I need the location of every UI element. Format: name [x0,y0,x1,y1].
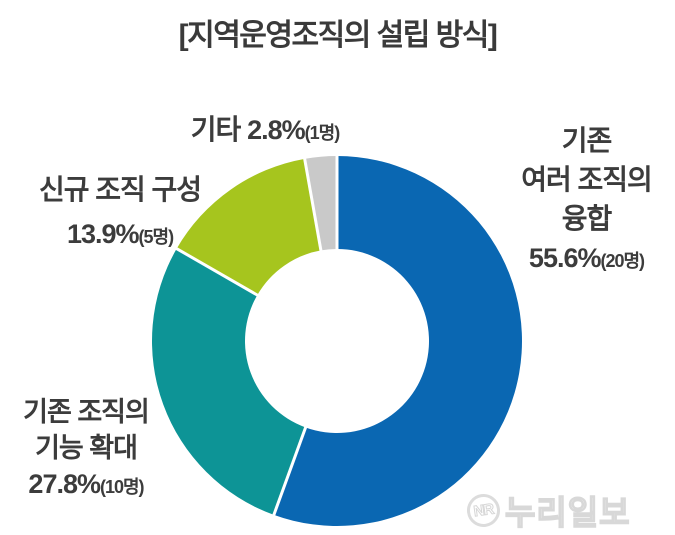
donut-segment-0 [273,156,522,526]
count-value: (1명) [304,123,341,143]
label-etc-name: 기타 [190,114,242,145]
count-value: (20명) [600,251,645,271]
label-existing-merge-line2: 여러 조직의 [521,164,653,195]
watermark-text: 누리일보 [504,493,631,532]
donut-segment-3 [304,156,337,251]
page-title: [지역운영조직의 설립 방식] [178,19,498,52]
label-new-organization-line1: 신규 조직 구성 [38,174,202,205]
label-existing-merge-value: 55.6%(20명) [498,238,675,281]
watermark: NR 누리일보 [464,486,631,534]
label-function-expand-line1: 기존 조직의 [23,397,150,427]
donut-segment-1 [152,248,306,515]
label-existing-merge-line3: 융합 [561,203,613,234]
label-existing-merge: 기존 여러 조직의 융합 55.6%(20명) [498,121,675,281]
percent-value: 55.6% [528,243,602,273]
percent-value: 2.8% [247,115,306,145]
label-existing-merge-line1: 기존 [561,125,613,156]
segment-separator [271,340,339,519]
percent-value: 27.8% [28,469,101,499]
label-etc: 기타 2.8%(1명) [140,112,390,151]
count-value: (5명) [138,227,175,247]
label-function-expand-value: 27.8%(10명) [0,466,172,505]
label-new-organization-value: 13.9%(5명) [4,212,236,259]
label-etc-value: 기타 2.8%(1명) [140,112,390,151]
label-new-organization: 신규 조직 구성 13.9%(5명) [4,168,236,259]
nr-logo-icon: NR [464,491,503,529]
percent-value: 13.9% [66,219,140,249]
label-function-expand-line2: 기능 확대 [35,433,138,463]
segment-separator [173,245,338,343]
count-value: (10명) [99,477,145,497]
segment-separator [302,155,339,342]
label-function-expand: 기존 조직의 기능 확대 27.8%(10명) [0,394,172,505]
donut-segment-2 [176,158,321,296]
